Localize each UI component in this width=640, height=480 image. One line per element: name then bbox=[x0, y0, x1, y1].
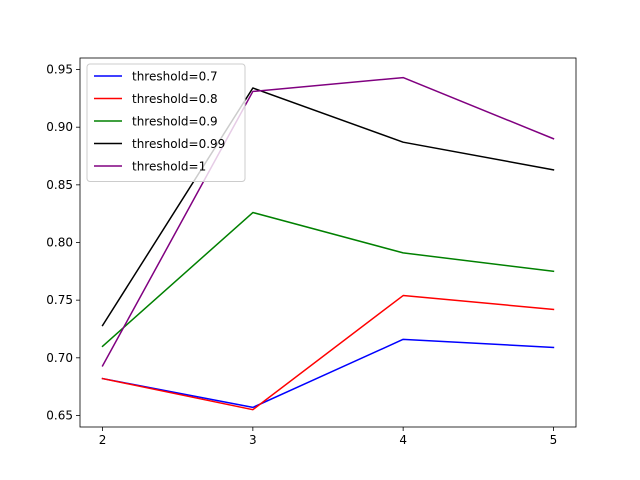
y-tick-label: 0.90 bbox=[46, 120, 73, 134]
legend: threshold=0.7 threshold=0.8 threshold=0.9 t… bbox=[86, 63, 246, 182]
y-tick-label: 0.85 bbox=[46, 178, 73, 192]
y-tick-label: 0.70 bbox=[46, 351, 73, 365]
x-tick-label: 4 bbox=[399, 433, 407, 447]
series-layer bbox=[101, 76, 555, 411]
axes-layer: 2 3 4 5 0.65 0.70 0.75 0.80 0.85 0.90 0.95 bbox=[46, 57, 577, 447]
series-line-3 bbox=[101, 87, 555, 327]
legend-label-4: threshold=1 bbox=[132, 160, 206, 174]
series-line-4 bbox=[101, 76, 555, 367]
legend-label-3: threshold=0.99 bbox=[132, 137, 225, 151]
legend-label-1: threshold=0.8 bbox=[132, 92, 218, 106]
y-tick-label: 0.80 bbox=[46, 236, 73, 250]
x-tick-label: 2 bbox=[99, 433, 107, 447]
y-tick-label: 0.65 bbox=[46, 408, 73, 422]
series-line-0 bbox=[101, 338, 555, 409]
x-tick-label: 3 bbox=[249, 433, 257, 447]
y-tick-label: 0.75 bbox=[46, 293, 73, 307]
legend-label-2: threshold=0.9 bbox=[132, 115, 218, 129]
series-line-2 bbox=[101, 211, 555, 348]
series-line-1 bbox=[101, 294, 555, 411]
x-tick-label: 5 bbox=[550, 433, 558, 447]
legend-label-0: threshold=0.7 bbox=[132, 70, 218, 84]
legend-box bbox=[86, 63, 246, 182]
y-tick-label: 0.95 bbox=[46, 63, 73, 77]
